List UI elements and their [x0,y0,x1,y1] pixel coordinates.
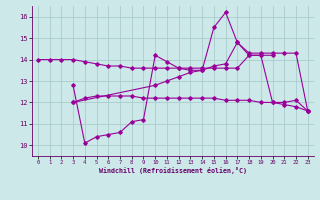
X-axis label: Windchill (Refroidissement éolien,°C): Windchill (Refroidissement éolien,°C) [99,167,247,174]
